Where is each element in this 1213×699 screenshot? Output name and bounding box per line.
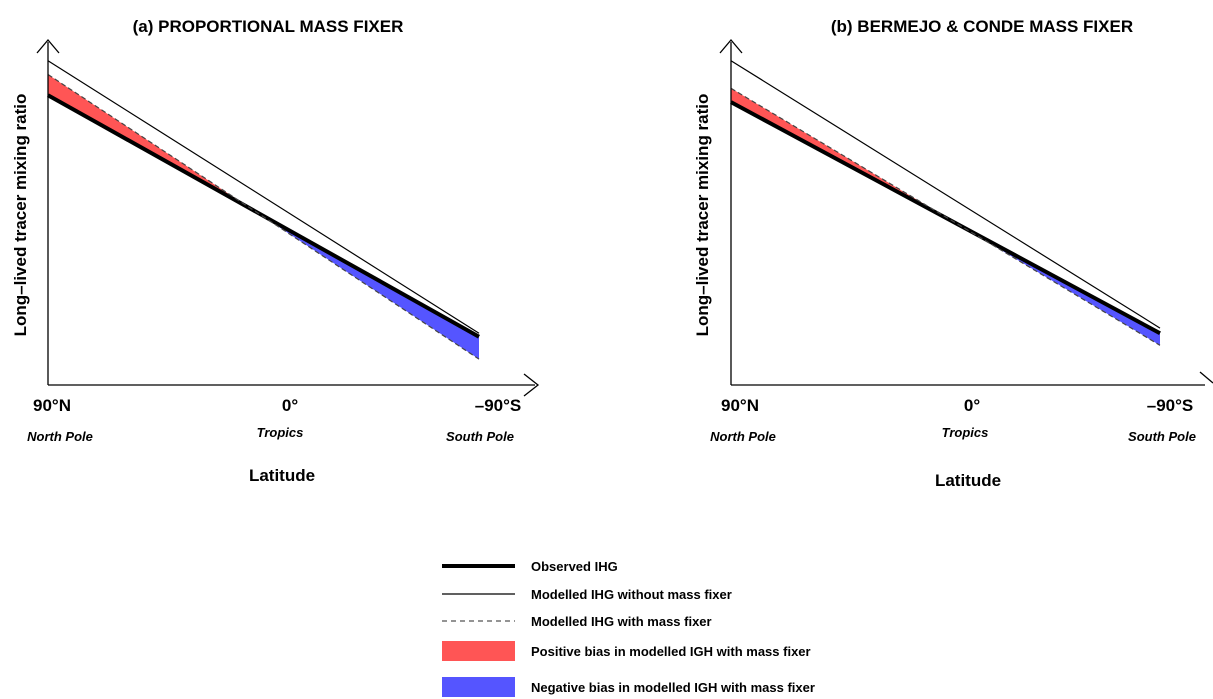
panel-b-line-with-fixer xyxy=(730,87,1161,346)
panel-b-tick-south: –90°S xyxy=(1147,396,1194,415)
panel-a-region-tropics: Tropics xyxy=(257,425,304,440)
panel-b-y-axis-arrow xyxy=(719,38,743,54)
panel-a-x-axis-arrow xyxy=(523,373,540,397)
panel-b-tick-north: 90°N xyxy=(721,396,759,415)
panel-a-region-south: South Pole xyxy=(446,429,514,444)
legend-label-without-fixer: Modelled IHG without mass fixer xyxy=(531,587,732,602)
legend-label-with-fixer: Modelled IHG with mass fixer xyxy=(531,614,712,629)
panel-a-y-axis-arrow xyxy=(36,38,60,54)
panel-b-plot-area xyxy=(730,60,1161,346)
panel-b-region-south: South Pole xyxy=(1128,429,1196,444)
panel-b-y-label: Long–lived tracer mixing ratio xyxy=(693,94,712,337)
legend-label-positive-bias: Positive bias in modelled IGH with mass … xyxy=(531,644,811,659)
legend-label-negative-bias: Negative bias in modelled IGH with mass … xyxy=(531,680,815,695)
legend-label-observed: Observed IHG xyxy=(531,559,618,574)
panel-a-tick-north: 90°N xyxy=(33,396,71,415)
panel-b-x-axis-arrow xyxy=(1199,371,1213,384)
panel-a: (a) PROPORTIONAL MASS FIXER Long–lived t… xyxy=(11,17,540,485)
panel-b-title: (b) BERMEJO & CONDE MASS FIXER xyxy=(831,17,1133,36)
panel-b: (b) BERMEJO & CONDE MASS FIXER Long–live… xyxy=(693,17,1213,490)
panel-b-region-tropics: Tropics xyxy=(942,425,989,440)
panel-b-line-without-fixer xyxy=(730,60,1161,329)
panel-a-title: (a) PROPORTIONAL MASS FIXER xyxy=(133,17,404,36)
panel-a-line-with-fixer xyxy=(47,73,480,360)
legend: Observed IHG Modelled IHG without mass f… xyxy=(442,559,815,697)
panel-a-plot-area xyxy=(47,60,480,360)
legend-swatch-negative-bias xyxy=(442,677,515,697)
panel-b-x-label: Latitude xyxy=(935,471,1001,490)
panel-a-tick-south: –90°S xyxy=(475,396,522,415)
panel-a-y-label: Long–lived tracer mixing ratio xyxy=(11,94,30,337)
panel-a-region-north: North Pole xyxy=(27,429,93,444)
panel-a-x-label: Latitude xyxy=(249,466,315,485)
legend-swatch-positive-bias xyxy=(442,641,515,661)
panel-a-line-observed xyxy=(47,93,480,339)
panel-b-negative-bias-area xyxy=(959,225,1160,346)
panel-b-tick-equator: 0° xyxy=(964,396,980,415)
panel-b-line-observed xyxy=(730,100,1161,336)
panel-a-line-without-fixer xyxy=(47,60,480,334)
panel-a-tick-equator: 0° xyxy=(282,396,298,415)
panel-b-region-north: North Pole xyxy=(710,429,776,444)
